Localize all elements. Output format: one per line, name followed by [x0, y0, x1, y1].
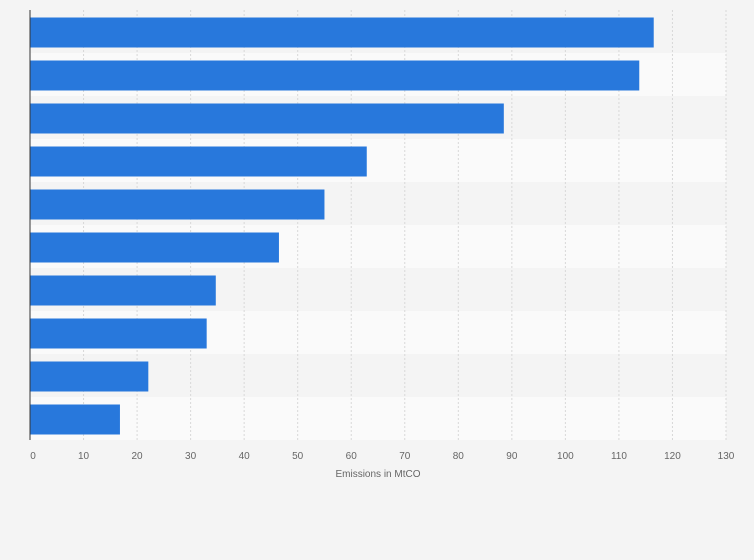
- bar[interactable]: [30, 103, 504, 134]
- x-tick-label: 20: [132, 451, 144, 462]
- x-tick-label: 30: [185, 451, 197, 462]
- row-band: [30, 397, 726, 440]
- x-tick-label: 90: [506, 451, 518, 462]
- x-tick-label: 100: [557, 451, 574, 462]
- x-tick-label: 40: [239, 451, 251, 462]
- x-tick-label: 110: [611, 451, 627, 462]
- x-tick-label: 50: [292, 451, 304, 462]
- x-tick-label: 120: [664, 451, 681, 462]
- bar[interactable]: [30, 189, 325, 220]
- bar[interactable]: [30, 361, 149, 392]
- bar[interactable]: [30, 275, 216, 306]
- bar[interactable]: [30, 146, 367, 177]
- x-tick-label: 130: [718, 451, 735, 462]
- bar[interactable]: [30, 318, 207, 349]
- bar[interactable]: [30, 60, 640, 91]
- x-tick-label: 80: [453, 451, 465, 462]
- x-tick-label: 0: [30, 451, 36, 462]
- bar[interactable]: [30, 232, 279, 263]
- x-tick-label: 60: [346, 451, 358, 462]
- x-tick-labels: 0 10 20 30 40 50 60 70 80 90 100 110 120 130: [30, 451, 735, 462]
- x-axis-title: Emissions in MtCO: [335, 469, 420, 480]
- bar[interactable]: [30, 404, 120, 435]
- x-tick-label: 70: [399, 451, 411, 462]
- bar[interactable]: [30, 17, 654, 48]
- bars: [30, 17, 654, 435]
- x-tick-label: 10: [78, 451, 90, 462]
